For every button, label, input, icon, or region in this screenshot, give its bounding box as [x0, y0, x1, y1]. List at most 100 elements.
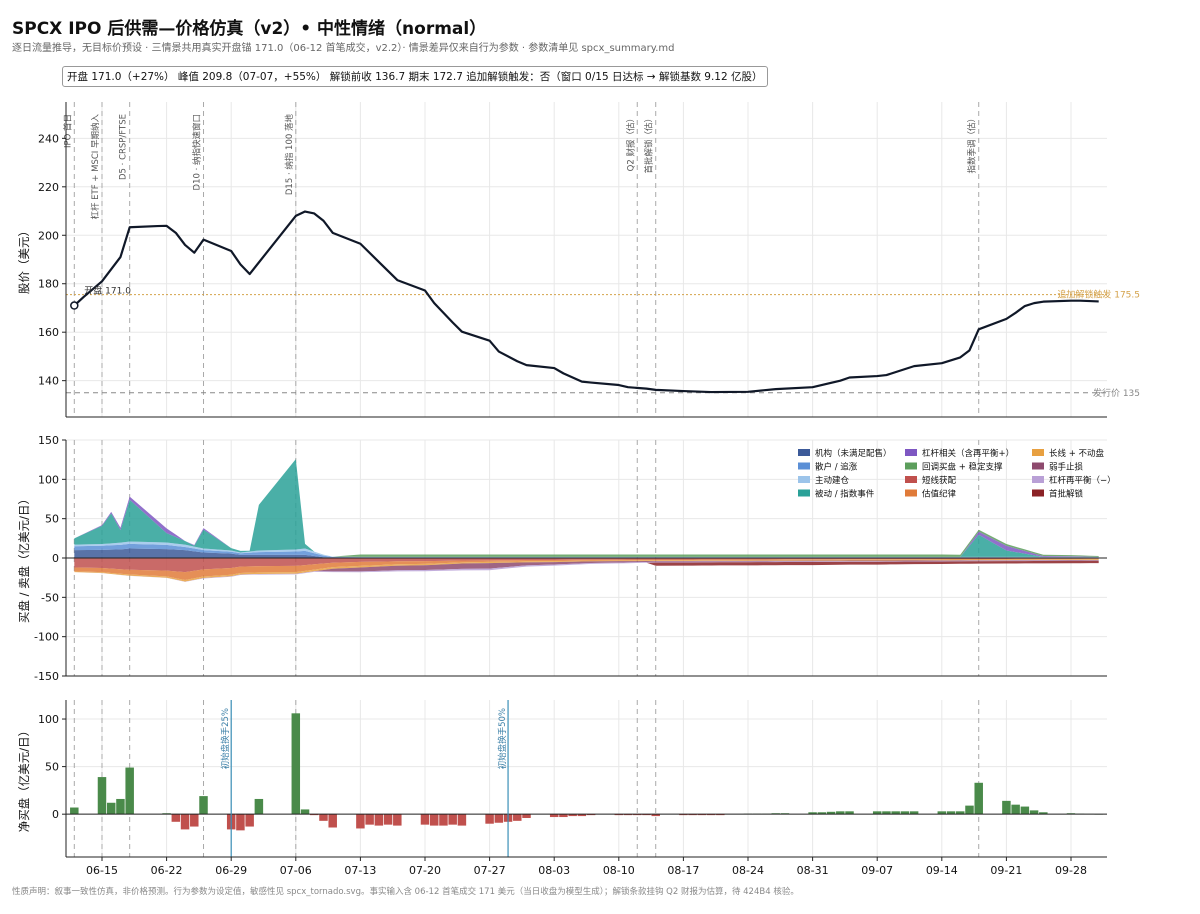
net-bar [199, 796, 208, 815]
legend-swatch [798, 462, 810, 470]
y-tick-label: 140 [38, 375, 59, 388]
open-annotation: 开盘 171.0 [84, 285, 131, 297]
legend-label: 弱手止损 [1049, 462, 1084, 473]
net-bar [909, 811, 919, 815]
net-bar [245, 814, 254, 827]
x-tick-label: 09-28 [1055, 864, 1087, 877]
net-bar [439, 814, 448, 826]
legend-swatch [798, 449, 810, 456]
event-label: 首批解锁（估） [644, 114, 655, 174]
y-tick-label: 50 [45, 761, 59, 774]
net-bar [900, 811, 910, 815]
buy-area [74, 548, 1099, 558]
net-bar [956, 811, 965, 815]
y-axis-label: 净买盘（亿美元/日） [17, 725, 31, 832]
y-tick-label: 100 [38, 713, 59, 726]
y-tick-label: 180 [38, 278, 59, 291]
net-bar [106, 802, 116, 815]
legend-label: 回调买盘 + 稳定支撑 [922, 462, 1003, 473]
net-bar [485, 814, 494, 824]
net-bar [549, 814, 559, 818]
net-bar [808, 812, 817, 815]
y-tick-label: 240 [38, 132, 59, 145]
net-bar [300, 809, 310, 815]
net-bar [577, 814, 587, 817]
net-bar [937, 811, 947, 815]
legend-label: 长线 + 不动盘 [1049, 448, 1105, 459]
net-bar [891, 811, 900, 815]
legend-label: 估值纪律 [922, 489, 957, 500]
legend-swatch [1032, 489, 1044, 497]
net-bar [974, 782, 983, 815]
net-bar [254, 798, 264, 815]
y-tick-label: 100 [38, 473, 59, 486]
net-bar [448, 814, 457, 825]
event-label: D5 · CRSP/FTSE [119, 114, 129, 180]
buy-area [74, 459, 1099, 557]
y-tick-label: 160 [38, 326, 59, 339]
net-bar [1011, 804, 1020, 815]
net-bar [393, 814, 402, 826]
net-bar [946, 811, 956, 815]
price-line [73, 210, 1099, 394]
y-tick-label: 50 [45, 513, 59, 526]
net-bar [494, 814, 504, 823]
legend-swatch [1032, 449, 1044, 456]
net-bar [568, 814, 577, 817]
reference-label: 追加解锁触发 175.5 [1057, 289, 1140, 301]
legend-swatch [1032, 462, 1044, 470]
net-bar [291, 713, 301, 815]
sell-area [74, 558, 1099, 581]
x-tick-label: 08-24 [732, 864, 764, 877]
net-bar [882, 811, 891, 815]
legend-swatch [798, 489, 810, 497]
x-tick-label: 07-13 [344, 864, 376, 877]
y-axis-label: 买盘 / 卖盘（亿美元/日） [17, 493, 31, 623]
net-bar [513, 814, 522, 821]
legend-label: 主动建仓 [815, 475, 850, 486]
legend-label: 杠杆再平衡（−） [1049, 475, 1116, 486]
net-bar [236, 814, 245, 831]
legend-swatch [905, 476, 917, 483]
net-bar [817, 812, 827, 815]
legend-swatch [905, 462, 917, 470]
net-bar [457, 814, 467, 826]
net-bar [383, 814, 393, 825]
legend-label: 首批解锁 [1049, 489, 1084, 500]
net-bar [559, 814, 568, 818]
legend-swatch [798, 476, 810, 483]
summary-box: 开盘 171.0（+27%） 峰值 209.8（07-07，+55%） 解锁前收… [62, 66, 768, 87]
net-bar [845, 811, 854, 815]
legend-label: 杠杆相关（含再平衡+） [922, 448, 1014, 459]
event-label: Q2 财报（估） [625, 114, 636, 171]
net-bar [429, 814, 439, 826]
event-label: 杠杆 ETF + MSCI 早期纳入 [90, 114, 101, 220]
sell-area [74, 559, 1099, 582]
legend-swatch [905, 489, 917, 497]
x-tick-label: 09-14 [926, 864, 958, 877]
net-bar [125, 767, 134, 815]
x-tick-label: 08-03 [538, 864, 570, 877]
x-tick-label: 09-21 [990, 864, 1022, 877]
x-tick-label: 09-07 [861, 864, 893, 877]
footer-note: 性质声明：叙事一致性仿真，非价格预测。行为参数为设定值，敏感性见 spcx_to… [12, 887, 799, 897]
legend-label: 机构（未满足配售） [815, 448, 892, 459]
net-bar [180, 814, 190, 830]
y-tick-label: 0 [52, 808, 59, 821]
event-label: D15 · 纳指 100 落地 [284, 114, 295, 196]
net-bar [328, 814, 337, 828]
reference-label: 发行价 135 [1093, 387, 1140, 399]
net-bar [356, 814, 365, 829]
turnover-label: 初始盘换手25% [220, 708, 231, 769]
legend-label: 短线获配 [922, 475, 957, 486]
net-bar [651, 814, 660, 817]
net-bar [116, 798, 125, 815]
legend-label: 散户 / 追涨 [815, 462, 858, 473]
net-bar [965, 805, 974, 815]
net-bar [826, 811, 836, 815]
net-bar [1039, 812, 1048, 815]
y-tick-label: -100 [34, 631, 59, 644]
event-label: 指数季调（估） [967, 114, 978, 174]
x-tick-label: 07-27 [474, 864, 506, 877]
